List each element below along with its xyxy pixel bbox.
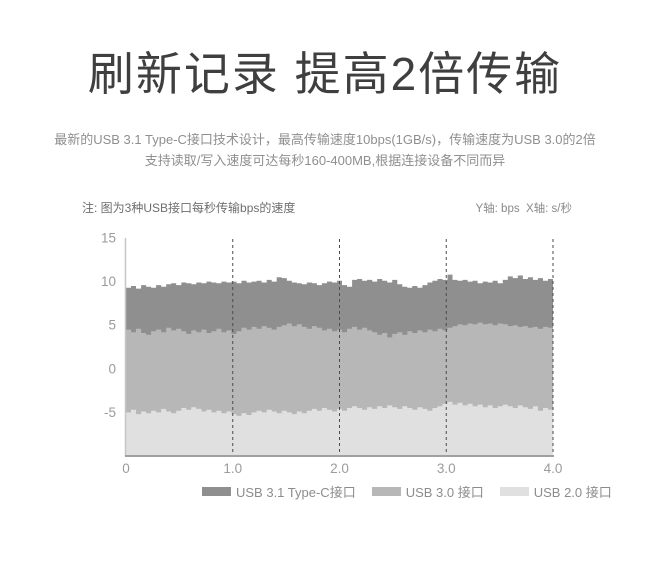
legend-swatch-usb-3-0: [371, 487, 401, 496]
subtitle: 最新的USB 3.1 Type-C接口技术设计，最高传输速度10bps(1GB/…: [0, 129, 650, 171]
legend-label-usb-3-1: USB 3.1 Type-C接口: [236, 485, 356, 500]
y-tick-label-15: 15: [101, 231, 116, 246]
subtitle-line-1: 最新的USB 3.1 Type-C接口技术设计，最高传输速度10bps(1GB/…: [54, 132, 596, 147]
legend-item-usb-3-1: USB 3.1 Type-C接口: [202, 482, 356, 501]
y-tick-label-0: 0: [108, 361, 116, 376]
area-usb-2-0: [126, 401, 553, 456]
x-tick-label-0: 0: [122, 461, 130, 476]
legend-swatch-usb-3-1: [202, 487, 231, 496]
y-tick-label-5: 5: [108, 318, 116, 333]
axis-units-note: Y轴: bps X轴: s/秒: [475, 203, 573, 215]
x-tick-label-2.0: 2.0: [330, 461, 349, 476]
y-tick-label-10: 10: [101, 274, 116, 289]
x-tick-label-4.0: 4.0: [544, 461, 563, 476]
x-tick-label-3.0: 3.0: [437, 461, 456, 476]
legend-swatch-usb-2-0: [499, 487, 529, 496]
page-title: 刷新记录 提高2倍传输: [87, 48, 563, 100]
chart-note: 注: 图为3种USB接口每秒传输bps的速度: [82, 201, 296, 215]
usb-speed-area-chart: 15 10 5 0 -5 0 1.0 2.0 3.0 4.0: [101, 231, 563, 477]
legend-label-usb-2-0: USB 2.0 接口: [533, 485, 612, 500]
chart-legend: USB 3.1 Type-C接口 USB 3.0 接口 USB 2.0 接口: [202, 482, 612, 501]
x-tick-label-1.0: 1.0: [223, 461, 242, 476]
y-tick-label--5: -5: [104, 405, 116, 420]
legend-item-usb-2-0: USB 2.0 接口: [499, 482, 612, 501]
legend-label-usb-3-0: USB 3.0 接口: [405, 485, 484, 500]
legend-item-usb-3-0: USB 3.0 接口: [371, 482, 484, 501]
subtitle-line-2: 支持读取/写入速度可达每秒160-400MB,根据连接设备不同而异: [144, 153, 506, 168]
